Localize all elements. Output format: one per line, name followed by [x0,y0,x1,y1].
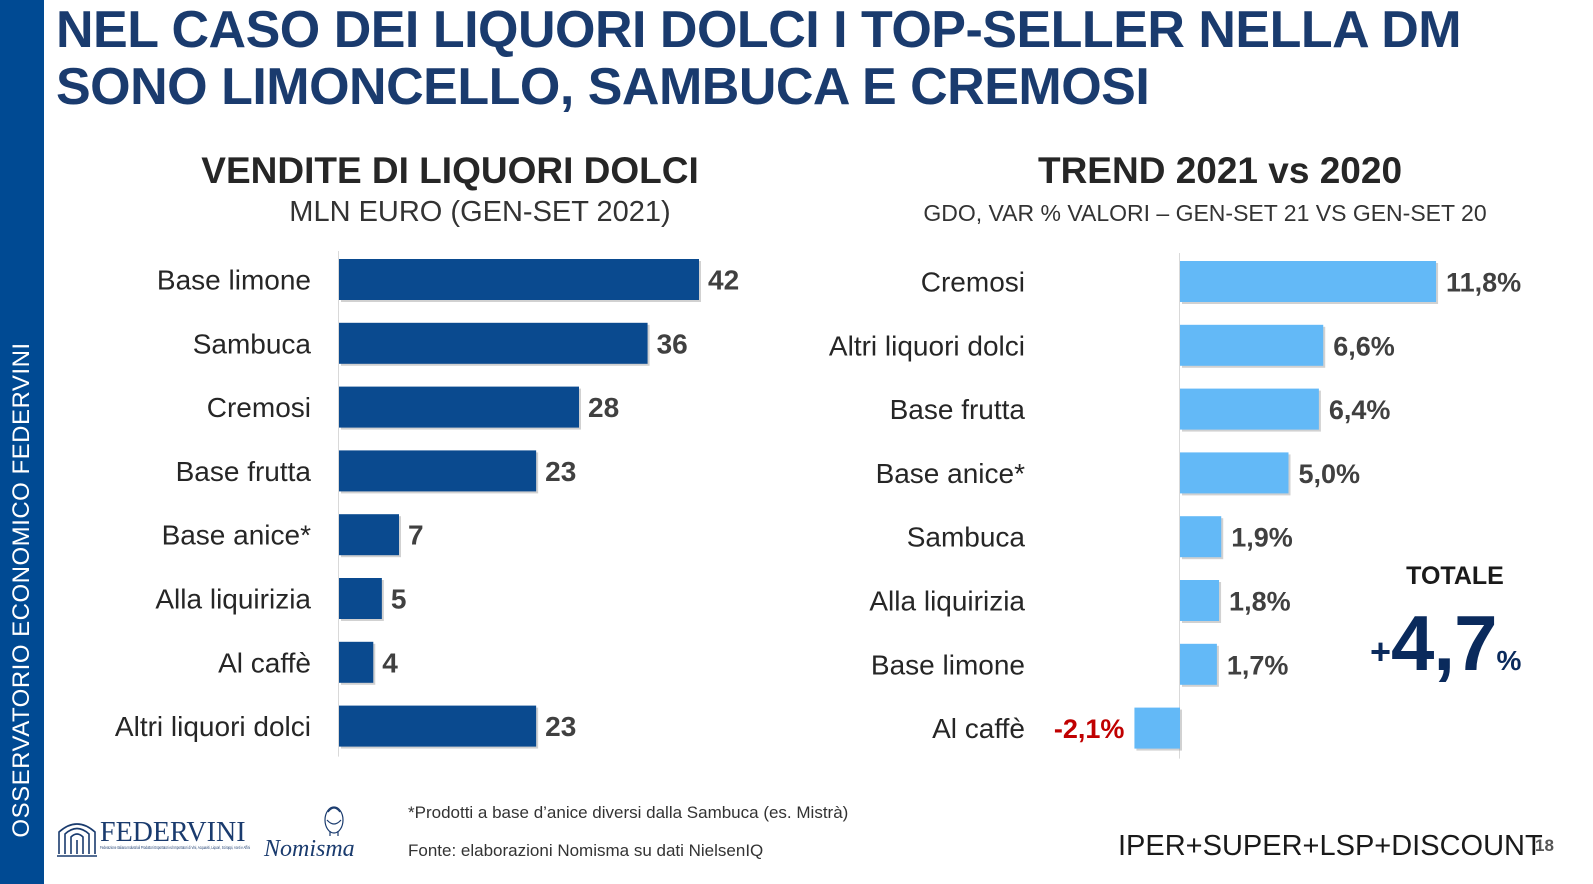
right-bar-base-anice [1180,452,1289,494]
right-value-label: 6,4% [1329,395,1391,425]
footnote: *Prodotti a base d’anice diversi dalla S… [408,803,849,822]
right-value-label: 11,8% [1446,268,1521,298]
left-category-label: Base limone [157,265,311,296]
total-sign: + [1370,631,1392,672]
right-category-label: Altri liquori dolci [829,330,1025,361]
right-value-label-negative: -2,1% [1054,714,1125,744]
right-chart-title: TREND 2021 vs 2020 [1037,150,1403,191]
right-value-label: 1,9% [1231,523,1293,553]
total-label: TOTALE [1406,562,1504,590]
left-bar-base-frutta [339,450,537,492]
right-category-label: Base anice* [876,458,1026,489]
left-bar-sambuca [339,322,648,364]
right-bar-alla-liquirizia [1180,580,1220,621]
right-category-label: Base frutta [890,394,1026,425]
page-title: NEL CASO DEI LIQUORI DOLCI I TOP-SELLER … [56,1,1462,116]
right-category-label: Al caffè [932,713,1025,744]
left-category-label: Cremosi [207,392,311,423]
nomisma-logo: Nomisma [263,806,355,862]
left-value-label: 4 [382,647,398,678]
right-bar-al-caff [1134,707,1180,749]
left-value-label: 36 [657,328,688,359]
right-value-label: 1,8% [1229,587,1291,617]
right-bar-base-limone [1180,643,1217,685]
source-note: Fonte: elaborazioni Nomisma su dati Niel… [408,841,764,860]
nomisma-logo-text: Nomisma [263,836,355,862]
total-number: 4,7 [1391,599,1497,687]
right-chart-subtitle: GDO, VAR % VALORI – GEN-SET 21 VS GEN-SE… [923,200,1487,226]
left-bar-cremosi [339,386,579,428]
right-value-label: 1,7% [1227,650,1289,680]
right-bar-altri-liquori-dolci [1180,324,1324,366]
left-bar-alla-liquirizia [339,578,382,619]
right-value-label: 6,6% [1333,331,1395,361]
left-bar-altri-liquori-dolci [339,705,537,747]
left-value-label: 23 [545,456,576,487]
left-category-label: Base frutta [176,456,312,487]
left-chart-subtitle: MLN EURO (GEN-SET 2021) [289,196,671,228]
right-bar-chart: Cremosi 11,8% Altri liquori dolci 6,6% Base … [829,253,1521,759]
federvini-logo: FEDERVINI Federazione Italiana Industria… [57,817,250,857]
right-bar-base-frutta [1180,388,1319,430]
left-bar-base-limone [339,259,699,300]
right-bar-sambuca [1180,516,1222,558]
left-category-label: Base anice* [162,520,312,551]
left-value-label: 42 [708,265,739,296]
left-bar-base-anice [339,514,399,556]
right-bar-cremosi [1180,261,1437,302]
total-value: +4,7% [1370,598,1521,689]
right-category-label: Cremosi [921,267,1025,298]
left-category-label: Sambuca [193,328,312,359]
left-value-label: 23 [545,711,576,742]
left-category-label: Altri liquori dolci [115,711,311,742]
page-number: 18 [1535,836,1554,855]
right-category-label: Sambuca [907,522,1026,553]
right-category-label: Base limone [871,649,1025,680]
sidebar: OSSERVATORIO ECONOMICO FEDERVINI [0,0,44,884]
left-value-label: 7 [408,520,424,551]
left-category-label: Al caffè [218,647,311,678]
federvini-tagline: Federazione Italiana Industriali Produtt… [100,845,250,850]
left-value-label: 5 [391,584,407,615]
left-bar-chart: Base limone 42 Sambuca 36 Cremosi 28 Base frut… [115,251,739,757]
channels-label: IPER+SUPER+LSP+DISCOUNT [1118,830,1543,862]
right-category-label: Alla liquirizia [869,586,1025,617]
left-category-label: Alla liquirizia [155,584,311,615]
left-chart-title: VENDITE DI LIQUORI DOLCI [201,150,699,191]
left-value-label: 28 [588,392,619,423]
left-bar-al-caff [339,641,374,683]
federvini-logo-text: FEDERVINI [100,817,246,848]
total-unit: % [1496,645,1522,676]
right-value-label: 5,0% [1299,459,1361,489]
